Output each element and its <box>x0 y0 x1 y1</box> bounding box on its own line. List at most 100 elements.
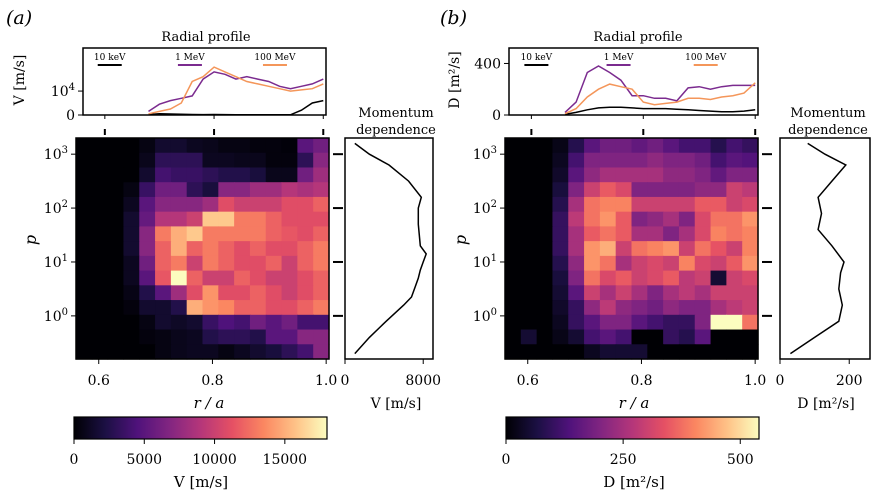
heatmap-cell <box>265 167 283 183</box>
heatmap-cell <box>281 270 298 286</box>
heatmap-cell <box>313 182 330 198</box>
heatmap-cell <box>123 182 140 198</box>
heatmap-cell <box>647 196 664 213</box>
heatmap-cell <box>155 167 172 183</box>
heatmap-cell <box>265 314 283 331</box>
heatmap-cell <box>155 196 172 213</box>
heatmap-cell <box>536 241 554 257</box>
heatmap-cell <box>742 270 759 286</box>
heatmap-cell <box>599 285 617 301</box>
heatmap-cell <box>123 152 140 169</box>
heatmap-cell <box>139 182 156 198</box>
heatmap-cell <box>536 329 554 345</box>
heatmap-cell <box>552 255 569 272</box>
heatmap-cell <box>107 138 125 154</box>
heatmap-cell <box>599 270 617 286</box>
heatmap-cell <box>123 241 140 257</box>
heatmap-cell <box>297 329 314 345</box>
heatmap-cell <box>505 211 522 227</box>
heatmap-cell <box>536 138 554 154</box>
y-tick-label: 0 <box>492 108 501 124</box>
heatmap-cell <box>91 196 109 213</box>
heatmap-cell <box>663 211 680 227</box>
heatmap-cell <box>170 329 188 345</box>
heatmap-cell <box>249 329 267 345</box>
heatmap-cell <box>663 329 680 345</box>
heatmap-cell <box>631 182 648 198</box>
heatmap-cell <box>155 255 172 272</box>
heatmap-cell <box>234 314 251 331</box>
heatmap-cell <box>234 138 251 154</box>
heatmap-cell <box>568 182 585 198</box>
heatmap-cell <box>599 344 617 360</box>
heatmap-cell <box>599 167 617 183</box>
heatmap-frame <box>75 137 330 360</box>
heatmap-cell <box>663 255 680 272</box>
heatmap-cell <box>91 255 109 272</box>
heatmap-cell <box>313 344 330 360</box>
heatmap-cell <box>123 285 140 301</box>
heatmap-cell <box>505 255 522 272</box>
heatmap-cell <box>584 255 601 272</box>
heatmap-cell <box>186 344 204 360</box>
heatmap-cell <box>742 241 759 257</box>
heatmap-cell <box>91 167 109 183</box>
heatmap-cell <box>155 241 172 257</box>
heatmap-cell <box>536 226 554 242</box>
heatmap-cell <box>599 300 617 316</box>
heatmap-cell <box>710 152 727 169</box>
heatmap-cell <box>139 196 156 213</box>
heatmap-cell <box>520 211 538 227</box>
heatmap-cell <box>107 300 125 316</box>
heatmap-cell <box>520 255 538 272</box>
heatmap-cell <box>615 344 633 360</box>
heatmap-cell <box>265 300 283 316</box>
heatmap-cell <box>678 138 696 154</box>
heatmap-cell <box>265 255 283 272</box>
heatmap-cell <box>123 270 140 286</box>
heatmap-cell <box>297 226 314 242</box>
momentum-title-b-2: dependence <box>788 123 868 138</box>
heatmap-cell <box>297 196 314 213</box>
heatmap-cell <box>694 255 712 272</box>
heatmap-cell <box>599 211 617 227</box>
heatmap-cell <box>663 344 680 360</box>
heatmap-cell <box>552 182 569 198</box>
heatmap-cell <box>599 241 617 257</box>
x-tick-label: 0 <box>341 373 350 389</box>
heatmap-cell <box>297 270 314 286</box>
heatmap-plot-b: 0.6 0.8 1.0 100 101 102 103 <box>473 137 772 389</box>
heatmap-cell <box>281 344 298 360</box>
heatmap-cell <box>710 196 727 213</box>
heatmap-cell <box>91 270 109 286</box>
heatmap-cell <box>186 211 204 227</box>
momentum-line-0 <box>789 142 847 355</box>
heatmap-cell <box>678 314 696 331</box>
heatmap-cell <box>615 182 633 198</box>
series-line-0 <box>148 99 324 116</box>
heatmap-cell <box>568 196 585 213</box>
heatmap-cell <box>742 196 759 213</box>
heatmap-cell <box>249 270 267 286</box>
heatmap-cell <box>155 344 172 360</box>
momentum-xlabel-b: D [m²/s] <box>797 396 854 412</box>
heatmap-cell <box>726 285 743 301</box>
heatmap-cell <box>139 226 156 242</box>
heatmap-cell <box>742 314 759 331</box>
heatmap-cell <box>265 241 283 257</box>
heatmap-cell <box>552 226 569 242</box>
x-tick-label: 0.8 <box>201 373 223 389</box>
heatmap-cell <box>663 138 680 154</box>
heatmap-cell <box>170 211 188 227</box>
heatmap-cell <box>186 182 204 198</box>
heatmap-cell <box>520 285 538 301</box>
heatmap-cell <box>584 270 601 286</box>
heatmap-cell <box>710 344 727 360</box>
heatmap-cell <box>170 255 188 272</box>
momentum-title-a-2: dependence <box>356 123 436 138</box>
heatmap-cell <box>297 241 314 257</box>
heatmap-cell <box>726 211 743 227</box>
heatmap-cell <box>91 285 109 301</box>
heatmap-cell <box>91 226 109 242</box>
heatmap-cell <box>249 314 267 331</box>
